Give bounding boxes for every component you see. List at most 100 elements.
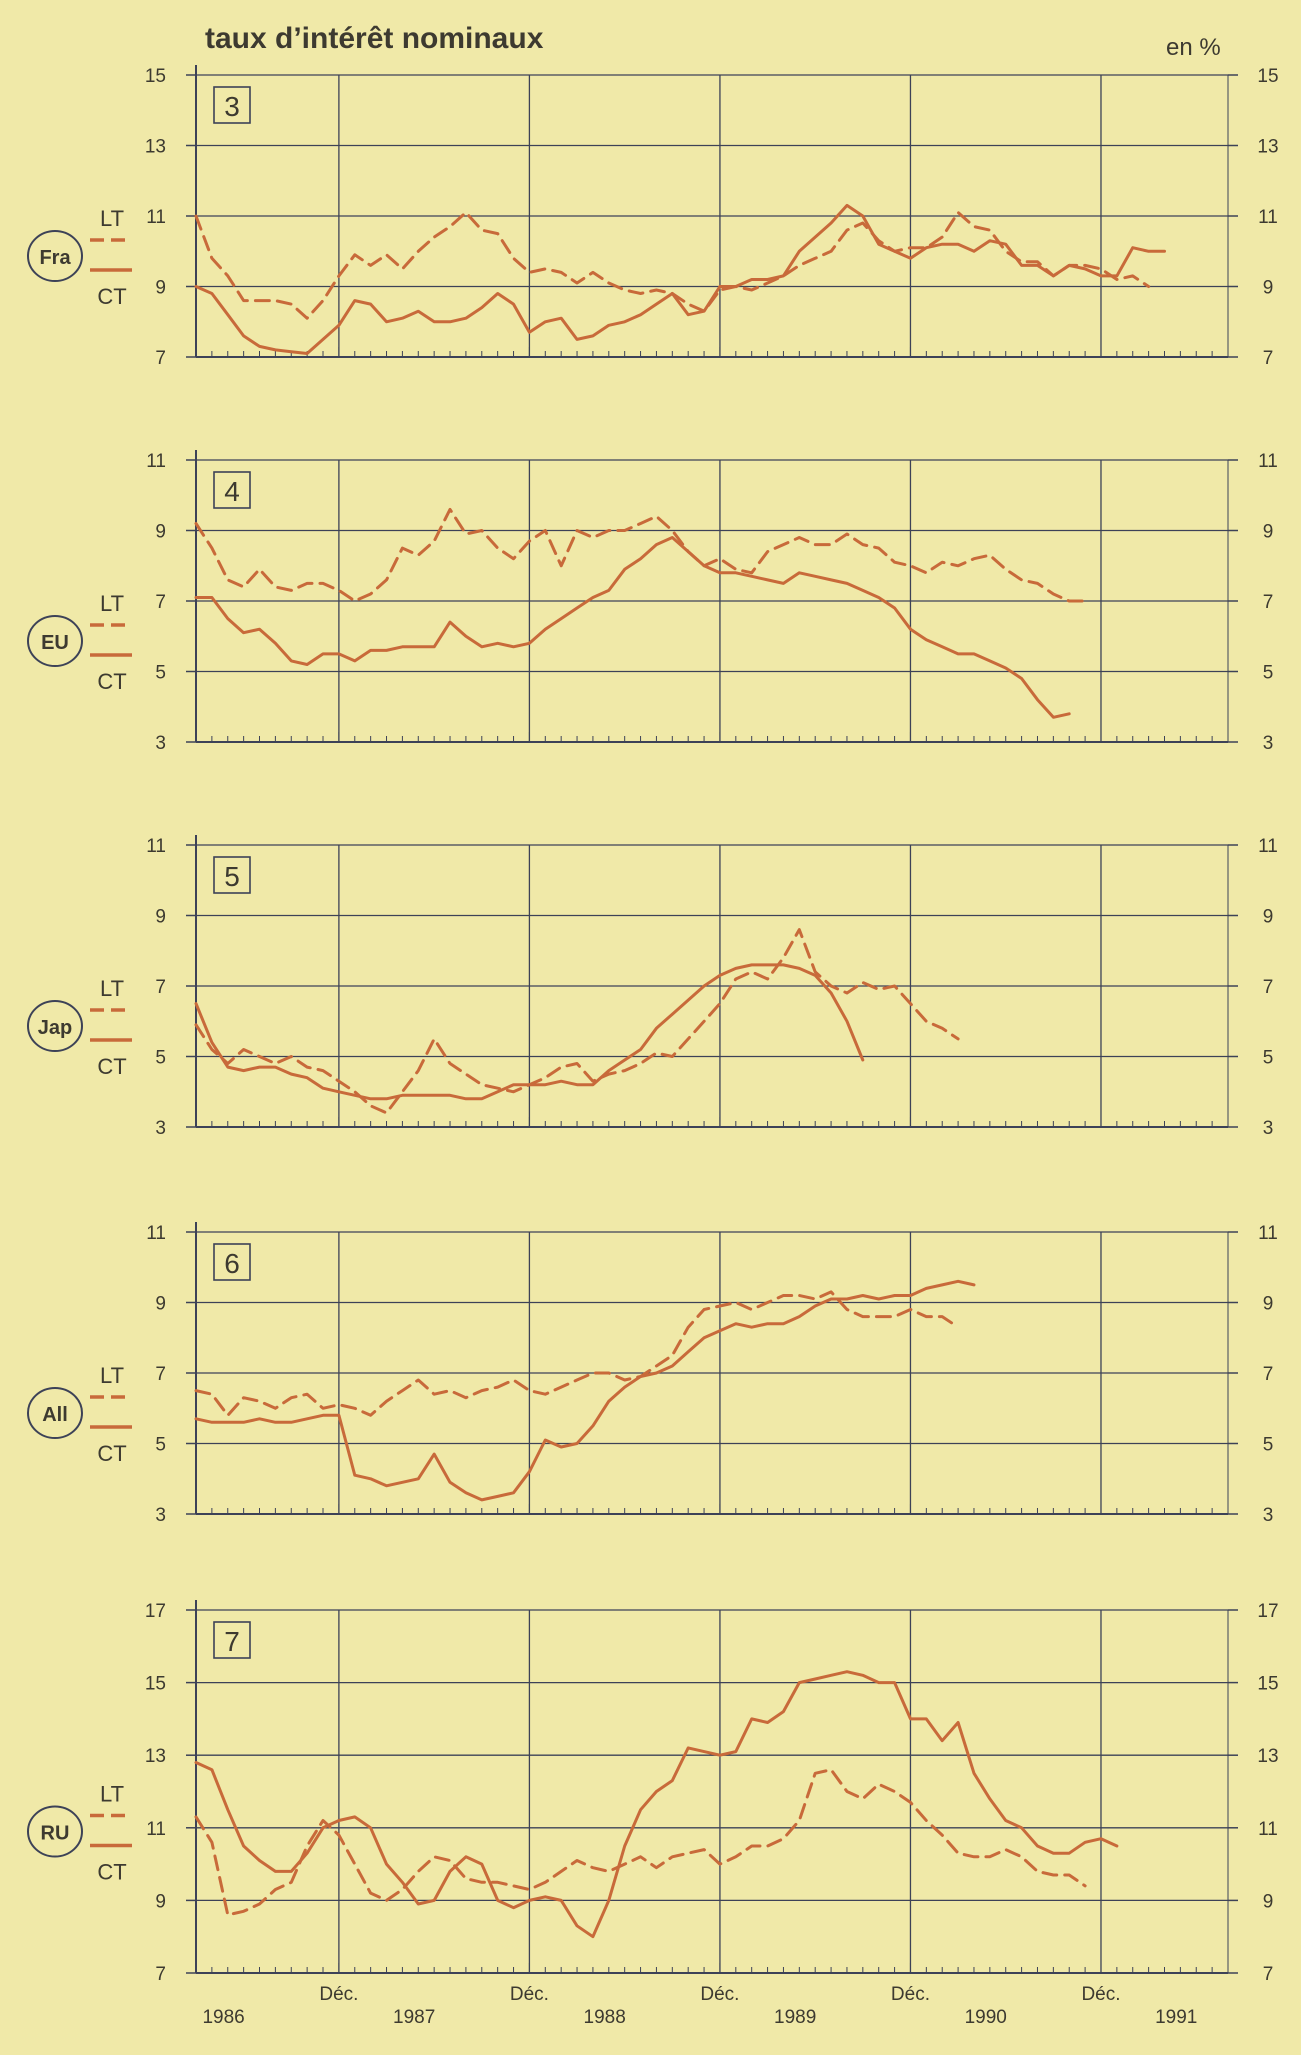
y-tick-label-right: 7 [1263, 1364, 1274, 1385]
series-ct-fra [194, 203, 1166, 355]
x-year-label: 1986 [202, 2007, 244, 2028]
x-dec-label: Déc. [510, 1984, 549, 2005]
x-year-label: 1990 [965, 2007, 1007, 2028]
panel-number: 5 [224, 861, 240, 892]
y-tick-label-left: 9 [155, 907, 166, 928]
panel-ru: 7 7 9 9 11 11 13 13 15 15 17 17 7 RU LT CT [27, 1600, 1279, 1985]
series-ct-all [194, 1279, 976, 1502]
y-tick-label-right: 3 [1263, 733, 1274, 754]
x-dec-label: Déc. [1081, 1984, 1120, 2005]
panel-fra: 7 7 9 9 11 11 13 13 15 15 3 Fra LT CT [27, 65, 1279, 369]
y-tick-label-left: 5 [155, 1435, 166, 1456]
y-tick-label-right: 7 [1263, 1964, 1274, 1985]
y-tick-label-left: 11 [146, 1819, 166, 1840]
series-ct-ru [194, 1670, 1119, 1939]
y-tick-label-left: 5 [155, 663, 166, 684]
legend-ct-label: CT [97, 669, 126, 694]
y-tick-label-right: 7 [1263, 348, 1274, 369]
x-year-label: 1991 [1155, 2007, 1197, 2028]
y-tick-label-right: 5 [1263, 1048, 1274, 1069]
y-tick-label-right: 11 [1258, 207, 1278, 228]
panel-number-box [213, 1621, 251, 1659]
country-label: RU [41, 1823, 70, 1845]
y-tick-label-left: 15 [145, 1674, 166, 1695]
series-lt-jap [194, 928, 960, 1115]
legend-lt-label: LT [100, 591, 124, 616]
y-tick-label-left: 11 [146, 451, 166, 472]
y-tick-label-left: 11 [146, 207, 166, 228]
y-tick-label-right: 9 [1263, 907, 1274, 928]
country-badge [27, 1000, 83, 1052]
y-tick-label-left: 13 [145, 1746, 166, 1767]
y-tick-label-right: 5 [1263, 663, 1274, 684]
country-label: EU [41, 632, 69, 654]
y-tick-label-right: 7 [1263, 977, 1274, 998]
y-tick-label-right: 11 [1258, 1819, 1278, 1840]
series-lt-all [194, 1290, 960, 1417]
y-tick-label-left: 9 [155, 1294, 166, 1315]
panel-number-box [213, 856, 251, 894]
legend-lt-label: LT [100, 976, 124, 1001]
legend-ct-label: CT [97, 284, 126, 309]
y-tick-label-left: 9 [155, 278, 166, 299]
y-tick-label-right: 11 [1258, 451, 1278, 472]
y-tick-label-right: 7 [1263, 592, 1274, 613]
y-tick-label-right: 15 [1257, 1674, 1278, 1695]
y-tick-label-left: 9 [155, 1891, 166, 1912]
y-tick-label-right: 13 [1257, 1746, 1278, 1767]
panel-number: 7 [224, 1626, 240, 1657]
y-tick-label-left: 9 [155, 522, 166, 543]
x-dec-label: Déc. [891, 1984, 930, 2005]
unit-label: en % [1166, 34, 1221, 61]
panel-number: 6 [224, 1248, 240, 1279]
y-tick-label-right: 17 [1257, 1601, 1278, 1622]
panel-number-box [213, 1243, 251, 1281]
series-lt-ru [194, 1768, 1087, 1917]
y-tick-label-right: 3 [1263, 1118, 1274, 1139]
y-tick-label-right: 11 [1258, 1223, 1278, 1244]
panel-number-box [213, 86, 251, 124]
legend-lt-label: LT [100, 1363, 124, 1388]
y-tick-label-left: 7 [155, 348, 166, 369]
y-tick-label-right: 9 [1263, 522, 1274, 543]
panel-number: 3 [224, 91, 240, 122]
panel-eu: 3 3 5 5 7 7 9 9 11 11 4 EU LT CT [27, 450, 1278, 754]
series-ct-jap [194, 963, 865, 1101]
panel-jap: 3 3 5 5 7 7 9 9 11 11 5 Jap LT CT [27, 835, 1278, 1139]
y-tick-label-right: 9 [1263, 1891, 1274, 1912]
y-tick-label-left: 7 [155, 977, 166, 998]
legend-ct-label: CT [97, 1860, 126, 1885]
y-tick-label-right: 11 [1258, 836, 1278, 857]
y-tick-label-right: 9 [1263, 278, 1274, 299]
y-tick-label-left: 3 [155, 733, 166, 754]
x-year-label: 1989 [774, 2007, 816, 2028]
y-tick-label-left: 7 [155, 592, 166, 613]
y-tick-label-left: 3 [155, 1505, 166, 1526]
y-tick-label-left: 7 [155, 1964, 166, 1985]
country-label: All [42, 1404, 68, 1426]
country-label: Fra [39, 247, 71, 269]
y-tick-label-left: 15 [145, 66, 166, 87]
country-label: Jap [38, 1017, 72, 1039]
y-tick-label-right: 9 [1263, 1294, 1274, 1315]
page-title: taux d’intérêt nominaux [205, 22, 544, 55]
series-lt-eu [194, 507, 1087, 603]
country-badge [27, 230, 83, 282]
panel-all: 3 3 5 5 7 7 9 9 11 11 6 All LT CT [27, 1222, 1278, 1526]
panel-number: 4 [224, 476, 240, 507]
legend-lt-label: LT [100, 206, 124, 231]
legend-lt-label: LT [100, 1782, 124, 1807]
y-tick-label-left: 3 [155, 1118, 166, 1139]
y-tick-label-right: 3 [1263, 1505, 1274, 1526]
y-tick-label-left: 17 [145, 1601, 166, 1622]
y-tick-label-left: 11 [146, 836, 166, 857]
y-tick-label-right: 15 [1257, 66, 1278, 87]
panel-number-box [213, 471, 251, 509]
y-tick-label-left: 13 [145, 137, 166, 158]
legend-ct-label: CT [97, 1441, 126, 1466]
y-tick-label-left: 11 [146, 1223, 166, 1244]
x-dec-label: Déc. [319, 1984, 358, 2005]
country-badge [27, 1805, 83, 1858]
y-tick-label-left: 5 [155, 1048, 166, 1069]
